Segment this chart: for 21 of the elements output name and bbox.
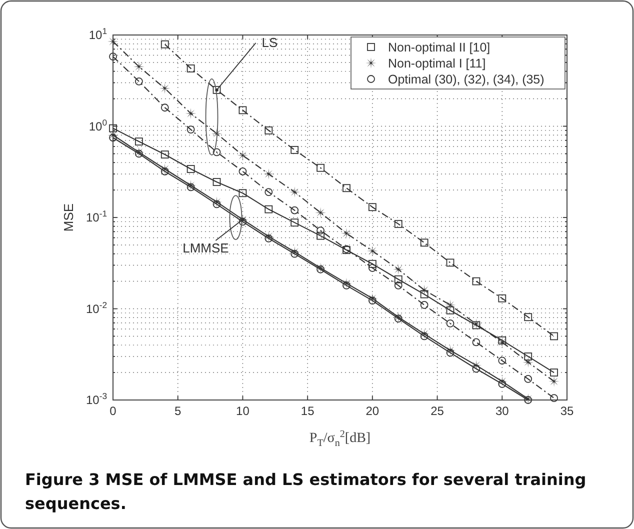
legend-label: Non-optimal II [10] xyxy=(388,40,490,54)
y-tick-label: 10$^{-1}$ xyxy=(86,208,108,224)
y-axis-title: MSE xyxy=(61,203,76,232)
x-tick-label: 5 xyxy=(174,404,182,418)
legend-label: Optimal (30), (32), (34), (35) xyxy=(388,72,544,86)
x-tick-label: 10 xyxy=(236,404,250,418)
annotation: LMMSE xyxy=(182,240,230,256)
legend-label: Non-optimal I [11] xyxy=(388,56,486,70)
y-tick-label: 10$^{-2}$ xyxy=(86,300,108,316)
x-axis-title: P$_{T}$/σ$_{n}$$^{2}$[dB] xyxy=(309,429,371,449)
y-tick-label: 10$^{1}$ xyxy=(88,26,108,42)
x-tick-label: 35 xyxy=(560,404,574,418)
x-tick-label: 0 xyxy=(110,404,117,418)
x-tick-label: 15 xyxy=(300,404,315,418)
x-tick-label: 25 xyxy=(430,404,444,418)
x-tick-label: 30 xyxy=(495,404,510,418)
x-tick-label: 20 xyxy=(366,404,380,418)
y-tick-label: 10$^{0}$ xyxy=(88,117,108,134)
annotation: LS xyxy=(262,34,278,50)
y-tick-label: 10$^{-3}$ xyxy=(86,391,108,407)
caption: Figure 3 MSE of LMMSE and LS estimators for several training sequences. xyxy=(25,469,588,515)
